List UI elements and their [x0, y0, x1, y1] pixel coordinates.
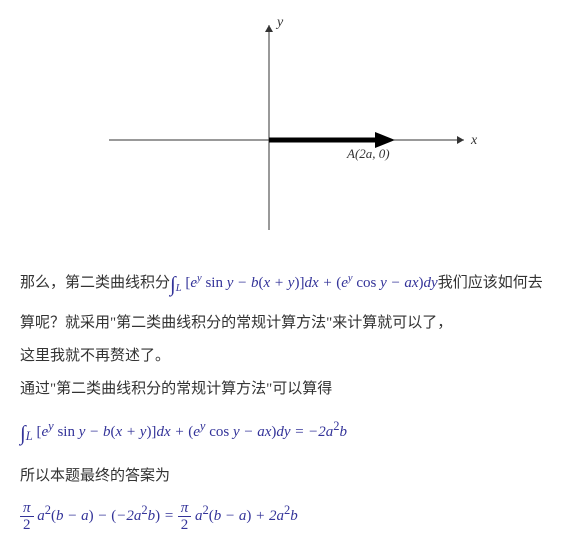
paragraph-5: 所以本题最终的答案为 — [20, 460, 557, 493]
x-axis-label: x — [470, 133, 478, 148]
y-axis-label: y — [275, 15, 284, 30]
equation-2: π2 a2(b − a) − (−2a2b) = π2 a2(b − a) + … — [20, 497, 557, 534]
axes-svg: x y A(2a, 0) — [99, 10, 479, 240]
paragraph-3: 这里我就不再赘述了。 — [20, 340, 557, 373]
coordinate-diagram: x y A(2a, 0) — [20, 10, 557, 253]
inline-integral: ∫L [ey sin y − b(x + y)]dx + (ey cos y −… — [170, 275, 438, 291]
point-a-label: A(2a, 0) — [346, 146, 390, 161]
frac-pi-over-2-left: π2 — [20, 500, 34, 534]
p1-text-b: 我们应该如何去 — [438, 275, 543, 291]
paragraph-4: 通过"第二类曲线积分的常规计算方法"可以算得 — [20, 373, 557, 406]
frac-pi-over-2-right: π2 — [178, 500, 192, 534]
paragraph-1: 那么，第二类曲线积分∫L [ey sin y − b(x + y)]dx + (… — [20, 261, 557, 307]
equation-1: ∫L [ey sin y − b(x + y)]dx + (ey cos y −… — [20, 410, 557, 456]
p1-text-a: 那么，第二类曲线积分 — [20, 275, 170, 291]
paragraph-2: 算呢？就采用"第二类曲线积分的常规计算方法"来计算就可以了， — [20, 307, 557, 340]
